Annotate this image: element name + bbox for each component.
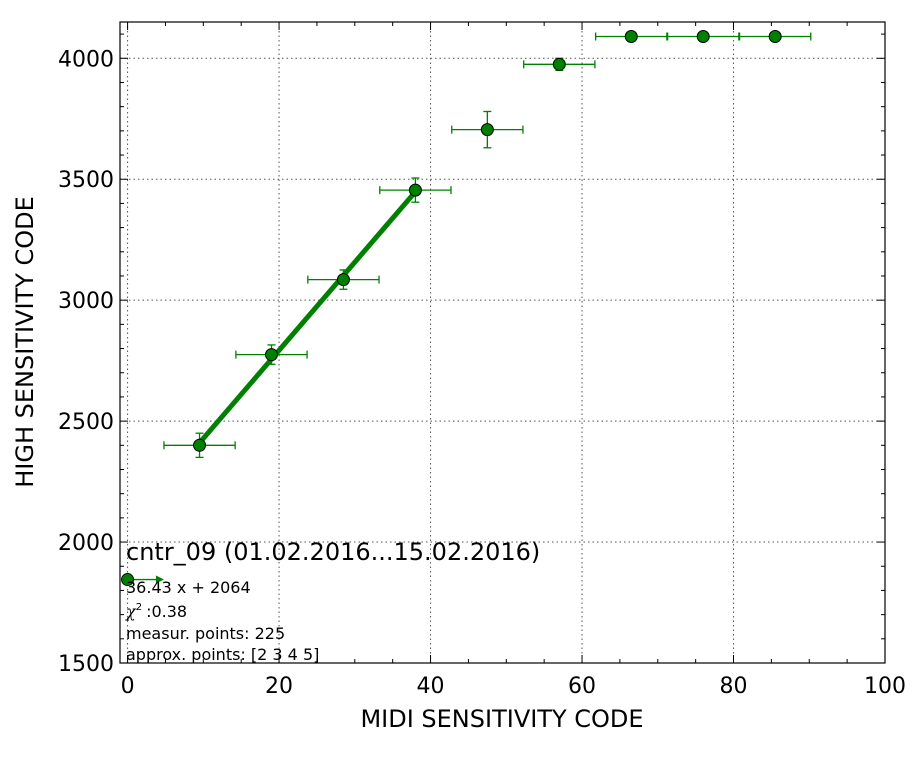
- fit-line-layer: [197, 190, 418, 445]
- x-tick-label: 100: [864, 674, 906, 699]
- data-point: [696, 30, 710, 44]
- annotation: cntr_09 (01.02.2016...15.02.2016) 36.43 …: [125, 538, 540, 664]
- data-point: [193, 438, 207, 452]
- data-point: [768, 30, 782, 44]
- y-tick-label: 2500: [58, 410, 114, 435]
- y-tick-label: 4000: [58, 47, 114, 72]
- chi-superscript: 2: [136, 602, 142, 613]
- data-points: [193, 30, 782, 452]
- x-tick-label: 80: [720, 674, 748, 699]
- y-axis-title: HIGH SENSITIVITY CODE: [11, 196, 39, 488]
- x-tick-label: 20: [265, 674, 293, 699]
- data-point: [624, 30, 638, 44]
- y-tick-label: 2000: [58, 531, 114, 556]
- data-point: [480, 123, 494, 137]
- data-point: [552, 57, 566, 71]
- annotation-fit-equation: 36.43 x + 2064: [126, 578, 251, 597]
- legend-point: [121, 573, 135, 587]
- x-tick-label: 0: [121, 674, 135, 699]
- annotation-measur-points: measur. points: 225: [126, 624, 285, 643]
- grid: [120, 22, 885, 663]
- data-point: [408, 183, 422, 197]
- plot-frame: [119, 21, 886, 664]
- x-axis-title: MIDI SENSITIVITY CODE: [360, 705, 643, 733]
- chi-value: :0.38: [146, 602, 187, 621]
- annotation-chi-line: χ2 :0.38: [125, 602, 187, 621]
- y-tick-label: 3500: [58, 168, 114, 193]
- legend-marker: [121, 573, 164, 587]
- legend-arrow-head: [155, 575, 164, 584]
- y-tick-label: 1500: [58, 652, 114, 677]
- fit-line: [197, 190, 418, 445]
- x-tick-label: 60: [568, 674, 596, 699]
- x-tick-label: 40: [417, 674, 445, 699]
- annotation-title: cntr_09 (01.02.2016...15.02.2016): [126, 538, 540, 566]
- chi-symbol: χ: [125, 602, 137, 621]
- annotation-approx-points: approx. points: [2 3 4 5]: [126, 645, 319, 664]
- data-point: [264, 348, 278, 362]
- tick-labels: 0 20 40 60 80 100 1500 2000 2500 3000 3500 4000: [58, 47, 906, 699]
- y-tick-label: 3000: [58, 289, 114, 314]
- data-point: [336, 273, 350, 287]
